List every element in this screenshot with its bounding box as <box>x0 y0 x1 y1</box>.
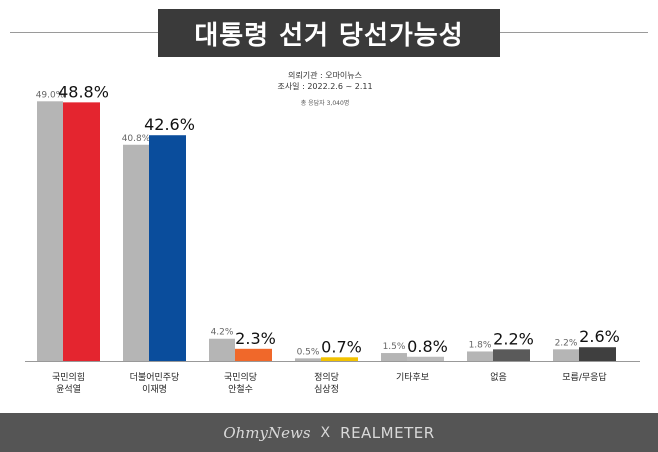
category-label-2-0: 국민의당 <box>224 372 257 383</box>
chart-title: 대통령 선거 당선가능성 <box>194 20 464 51</box>
bar-current-0 <box>63 102 100 362</box>
label-prior-1: 40.8% <box>122 134 151 144</box>
label-prior-4: 1.5% <box>383 342 406 352</box>
bar-current-1 <box>149 135 186 361</box>
label-current-5: 2.2% <box>493 329 534 348</box>
category-label-4-0: 기타후보 <box>396 372 429 383</box>
label-prior-6: 2.2% <box>555 338 578 348</box>
label-prior-2: 4.2% <box>211 328 234 338</box>
bar-current-5 <box>493 349 530 361</box>
bar-prior-4 <box>381 353 407 361</box>
category-label-0-1: 윤석열 <box>56 384 81 395</box>
label-current-6: 2.6% <box>579 327 620 346</box>
category-label-2-1: 안철수 <box>228 384 253 395</box>
bar-prior-5 <box>467 351 493 361</box>
category-label-0-0: 국민의힘 <box>52 372 85 383</box>
label-current-4: 0.8% <box>407 337 448 356</box>
bar-current-3 <box>321 357 358 361</box>
realmeter-logo: REALMETER <box>340 423 435 442</box>
category-label-3-1: 심상정 <box>314 384 339 395</box>
category-label-5-0: 없음 <box>490 372 507 383</box>
bar-current-4 <box>407 356 444 361</box>
label-prior-5: 1.8% <box>469 340 492 350</box>
label-prior-3: 0.5% <box>297 347 320 357</box>
bar-prior-3 <box>295 358 321 361</box>
title-banner: 대통령 선거 당선가능성 <box>158 9 500 57</box>
survey-client: 의뢰기관 : 오마이뉴스 <box>287 71 363 80</box>
survey-respondents: 총 응답자 3,040명 <box>300 100 350 107</box>
survey-info: 의뢰기관 : 오마이뉴스 조사일 : 2022.2.6 ~ 2.11 총 응답자… <box>250 70 400 109</box>
label-current-0: 48.8% <box>58 82 109 101</box>
title-rule-left <box>10 32 158 33</box>
title-rule-right <box>500 32 648 33</box>
label-current-1: 42.6% <box>144 115 195 134</box>
bar-prior-0 <box>37 101 63 362</box>
bar-prior-2 <box>209 338 235 361</box>
label-prior-0: 49.0% <box>36 90 65 100</box>
bar-prior-6 <box>553 349 579 361</box>
footer-bar: OhmyNews X REALMETER <box>0 413 658 452</box>
category-label-1-0: 더불어민주당 <box>130 372 180 383</box>
label-current-2: 2.3% <box>235 329 276 348</box>
bar-current-6 <box>579 347 616 361</box>
survey-date: 조사일 : 2022.2.6 ~ 2.11 <box>277 82 373 91</box>
footer-separator: X <box>320 424 331 441</box>
category-label-6-0: 모름/무응답 <box>562 371 606 383</box>
category-label-3-0: 정의당 <box>314 372 339 383</box>
ohmynews-logo: OhmyNews <box>223 423 311 442</box>
bar-prior-1 <box>123 144 149 361</box>
bar-current-2 <box>235 348 272 361</box>
category-label-1-1: 이재명 <box>142 384 167 395</box>
label-current-3: 0.7% <box>321 337 362 356</box>
